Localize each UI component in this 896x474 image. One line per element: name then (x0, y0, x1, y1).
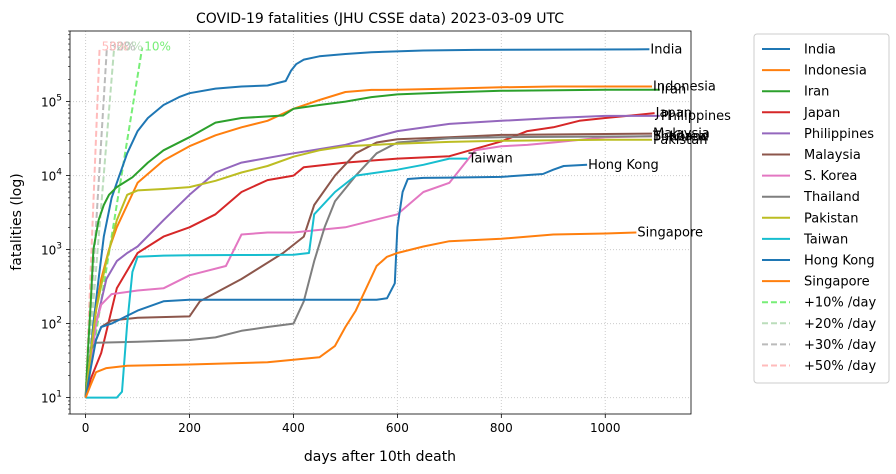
legend-label-16: +50% /day (804, 359, 877, 374)
reference-label-1: 10% (144, 39, 171, 53)
reference-label-2: 20% (116, 39, 143, 53)
legend-label-11: Hong Kong (804, 254, 875, 269)
y-tick-label-0: 101 (41, 390, 62, 406)
series-lines (84, 48, 660, 399)
series-line-9 (84, 138, 652, 398)
legend-label-8: Thailand (803, 190, 860, 205)
legend-label-15: +30% /day (804, 338, 877, 353)
y-tick-label-3: 104 (41, 168, 62, 184)
series-line-5 (84, 114, 660, 398)
legend-label-2: Indonesia (804, 64, 867, 79)
legend-label-14: +20% /day (804, 317, 877, 332)
legend-label-13: +10% /day (804, 296, 877, 311)
series-label-7: S. Korea (653, 129, 706, 144)
series-line-12 (84, 231, 637, 398)
series-label-1: India (650, 42, 682, 57)
y-tick-label-2: 103 (41, 242, 62, 258)
series-label-6: Malaysia (653, 127, 710, 142)
legend-label-10: Taiwan (803, 232, 848, 247)
series-label-12: Singapore (637, 226, 703, 241)
series-line-8 (84, 135, 653, 398)
chart-title: COVID-19 fatalities (JHU CSSE data) 2023… (196, 11, 564, 27)
legend: India Indonesia Iran Japan Philippines Malays… (753, 33, 890, 384)
series-label-9: Pakistan (653, 133, 707, 148)
legend-label-4: Japan (803, 106, 840, 121)
legend-label-1: India (804, 43, 836, 58)
series-label-3: Iran (661, 83, 686, 98)
series-line-3 (84, 88, 660, 398)
x-axis: 0 200 400 600 800 1000 (82, 414, 621, 435)
x-tick-label-5: 1000 (590, 421, 621, 435)
series-label-11: Hong Kong (588, 158, 659, 173)
x-tick-label-0: 0 (82, 421, 90, 435)
x-tick-label-3: 600 (386, 421, 409, 435)
series-line-11 (84, 163, 588, 398)
legend-label-5: Philippines (804, 127, 874, 142)
series-label-8: Thailand (652, 129, 709, 144)
y-tick-label-1: 102 (41, 316, 62, 332)
plot-background (70, 31, 691, 414)
legend-label-3: Iran (804, 85, 829, 100)
reference-line-1 (84, 47, 144, 398)
x-tick-label-2: 400 (282, 421, 305, 435)
series-label-4: Japan (655, 106, 692, 121)
reference-line-2 (84, 47, 116, 398)
legend-label-12: Singapore (804, 275, 870, 290)
plot-frame (69, 30, 692, 415)
y-axis: 101 102 103 104 105 (41, 30, 70, 415)
reference-label-4: 50% (102, 39, 129, 53)
series-line-10 (85, 157, 468, 399)
legend-frame (753, 33, 890, 384)
x-tick-label-1: 200 (178, 421, 201, 435)
legend-label-7: S. Korea (804, 169, 857, 184)
y-axis-label: fatalities (log) (9, 173, 25, 270)
x-tick-label-4: 800 (490, 421, 513, 435)
series-label-2: Indonesia (653, 80, 716, 95)
series-line-7 (84, 135, 653, 398)
reference-label-3: 30% (109, 39, 136, 53)
series-line-4 (84, 112, 655, 398)
y-tick-label-4: 105 (41, 94, 62, 110)
legend-label-6: Malaysia (804, 148, 861, 163)
legend-label-9: Pakistan (804, 211, 858, 226)
series-label-10: Taiwan (468, 152, 513, 167)
series-label-5: Philippines (661, 109, 731, 124)
series-line-1 (84, 48, 650, 398)
x-axis-label: days after 10th death (304, 449, 456, 465)
